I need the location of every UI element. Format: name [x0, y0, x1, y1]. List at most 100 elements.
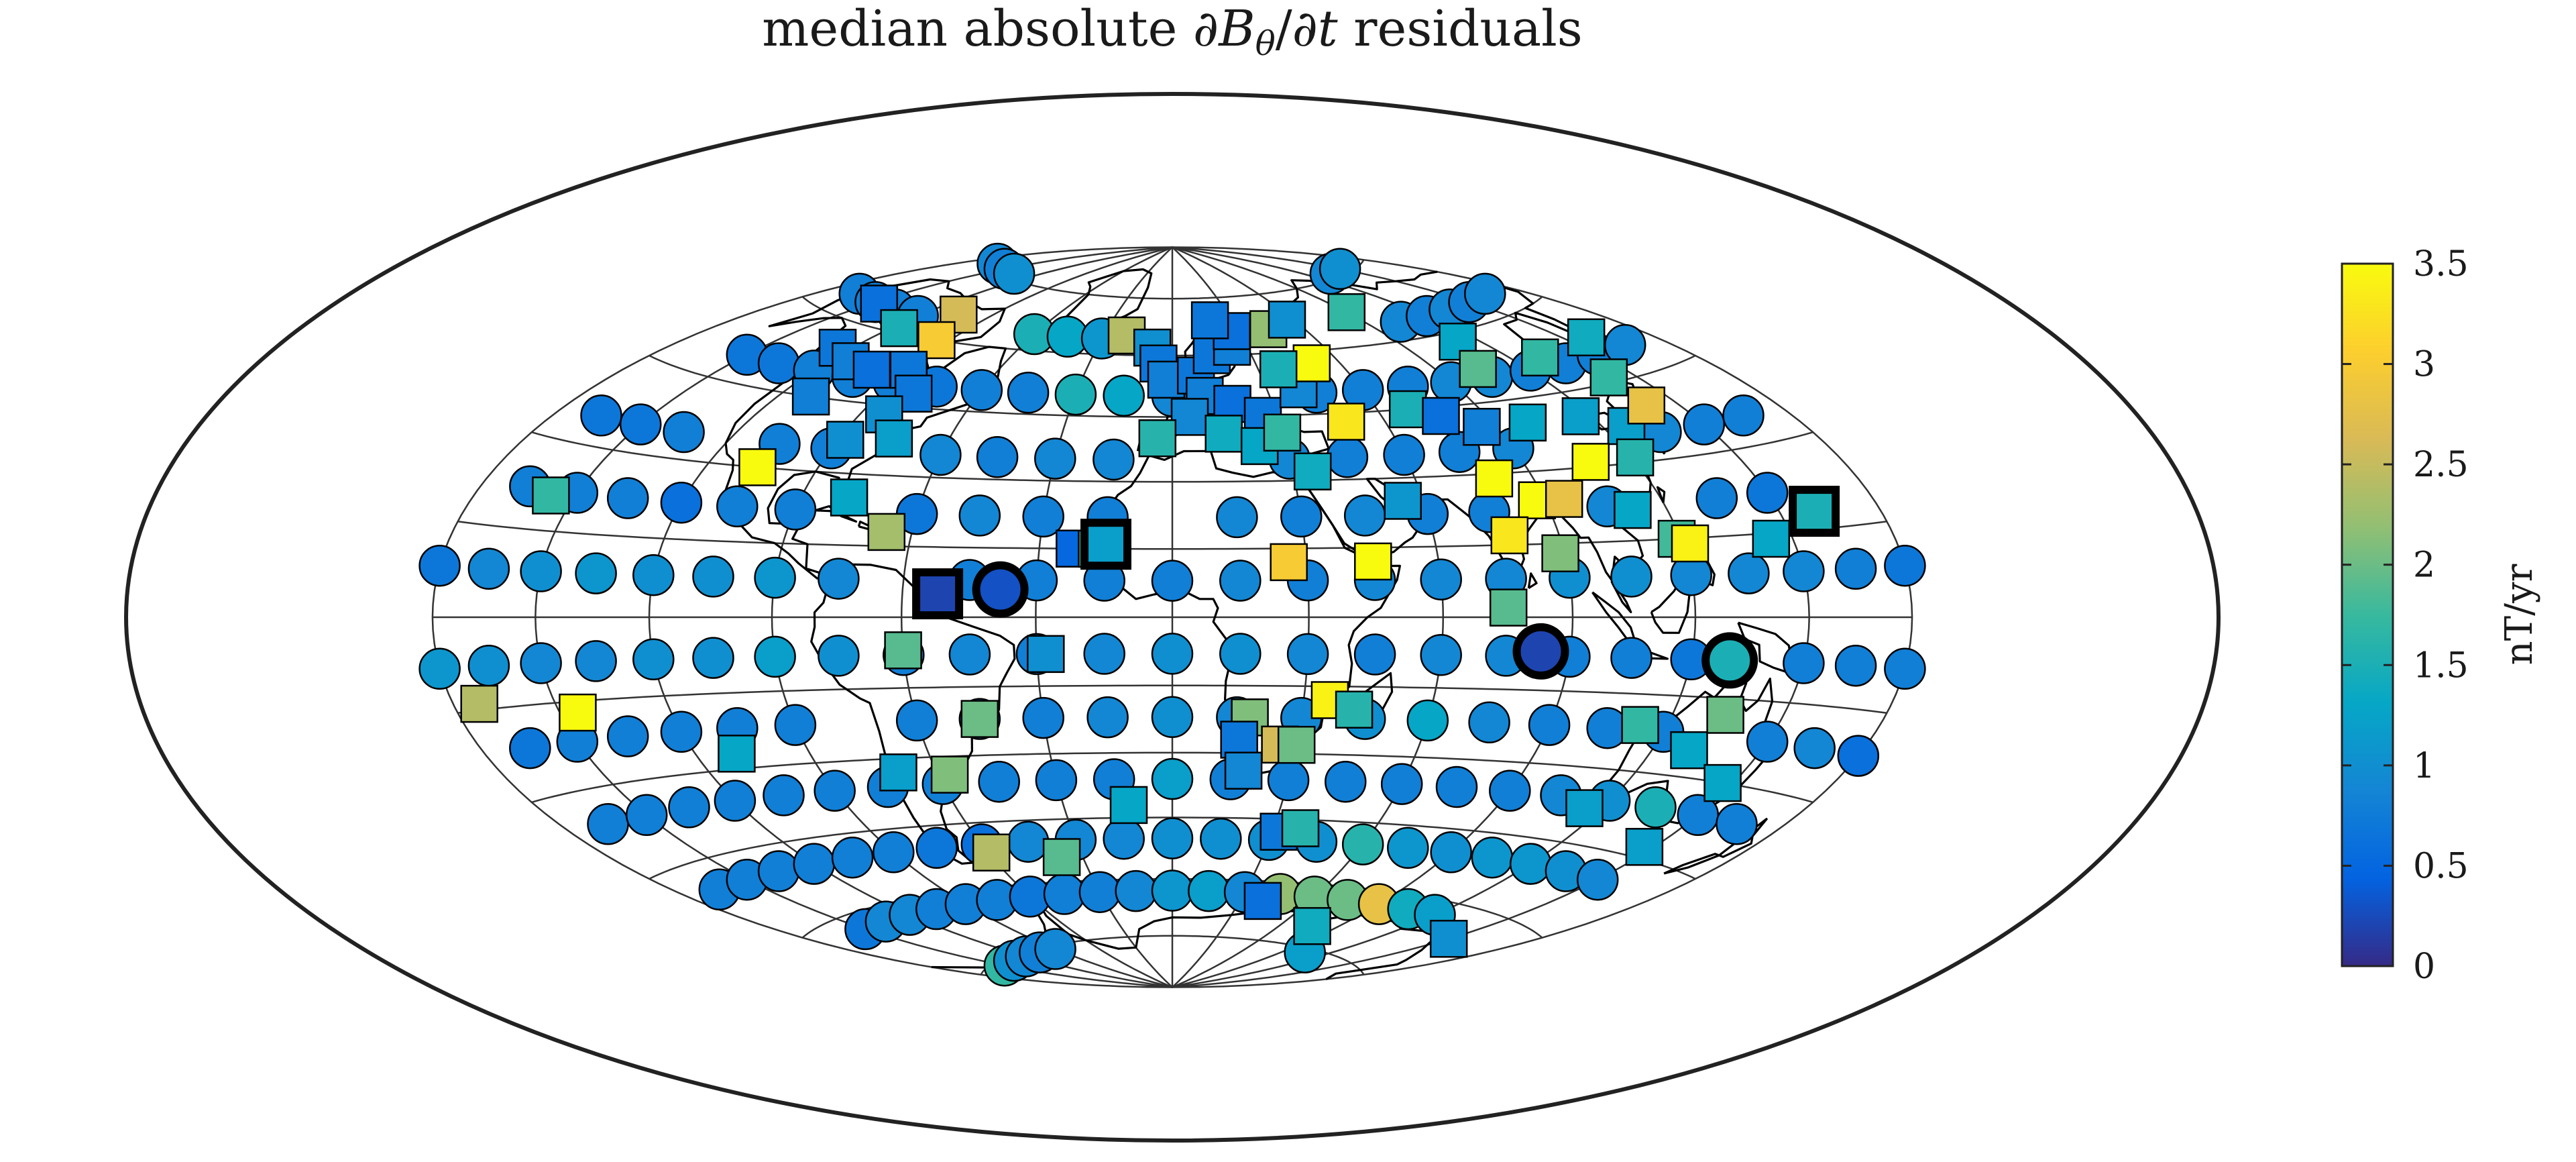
chart-title: median absolute ∂Bθ/∂t residuals	[762, 0, 1583, 63]
square-marker	[1621, 706, 1659, 744]
circle-marker	[1151, 633, 1194, 675]
circle-marker	[467, 547, 510, 590]
colorbar-tick-label: 1	[2413, 746, 2435, 786]
circle-marker	[754, 635, 796, 678]
square-marker	[1224, 751, 1263, 790]
circle-marker	[1509, 843, 1552, 885]
highlighted-square-marker	[1789, 486, 1840, 537]
square-marker	[1388, 390, 1427, 429]
highlighted-square-marker	[1080, 519, 1131, 570]
circle-marker	[818, 635, 860, 677]
circle-marker	[575, 640, 617, 682]
circle-marker	[692, 556, 734, 598]
circle-marker	[1528, 704, 1571, 746]
circle-marker	[520, 642, 562, 684]
square-marker	[1706, 696, 1744, 734]
circle-marker	[1406, 699, 1449, 742]
square-marker	[1489, 588, 1528, 627]
circle-marker	[606, 477, 649, 519]
circle-marker	[1219, 633, 1262, 675]
circle-marker	[1783, 550, 1825, 592]
circle-marker	[1078, 871, 1121, 913]
circle-marker	[1464, 272, 1506, 315]
highlighted-circle-marker	[1512, 623, 1569, 680]
circle-marker	[1103, 374, 1145, 417]
square-marker	[1281, 809, 1320, 847]
circle-marker	[1200, 817, 1242, 860]
coastline	[1737, 621, 1795, 676]
coastline	[1527, 572, 1538, 589]
square-marker	[1327, 403, 1365, 441]
square-marker	[1243, 882, 1282, 920]
square-marker	[1270, 543, 1308, 582]
coastline	[1650, 579, 1691, 634]
square-marker	[532, 476, 570, 515]
square-marker	[1335, 690, 1374, 729]
square-marker	[1205, 415, 1243, 453]
square-marker	[875, 419, 913, 458]
square-marker	[884, 631, 922, 670]
square-marker	[559, 693, 597, 732]
square-marker	[1752, 519, 1791, 558]
circle-marker	[1267, 759, 1310, 802]
square-marker	[1521, 338, 1559, 377]
circle-marker	[1034, 928, 1076, 970]
circle-marker	[831, 836, 874, 879]
square-marker	[1561, 397, 1600, 435]
circle-marker	[1722, 394, 1765, 437]
circle-marker	[632, 553, 675, 596]
square-marker	[972, 833, 1011, 872]
colorbar-tick-label: 2	[2413, 545, 2435, 586]
coastline	[1601, 676, 1774, 825]
square-marker	[1508, 403, 1547, 442]
circle-marker	[958, 494, 1001, 537]
square-marker	[1475, 459, 1514, 498]
circle-marker	[774, 704, 817, 746]
circle-marker	[895, 699, 938, 742]
circle-marker	[1576, 858, 1619, 901]
circle-marker	[1343, 494, 1386, 537]
square-marker	[1565, 789, 1604, 827]
circle-marker	[716, 485, 759, 528]
circle-marker	[1420, 558, 1462, 600]
square-marker	[1614, 490, 1652, 529]
circle-marker	[978, 760, 1020, 803]
circle-marker	[1683, 403, 1726, 445]
globe-outline	[124, 92, 2221, 1143]
circle-marker	[1022, 495, 1064, 538]
circle-marker	[587, 803, 629, 845]
square-marker	[1268, 301, 1306, 339]
circle-marker	[619, 403, 662, 445]
square-marker	[826, 421, 864, 459]
circle-marker	[948, 633, 991, 676]
square-marker	[791, 377, 830, 416]
markers	[418, 242, 1926, 987]
circle-marker	[1325, 760, 1367, 803]
circle-marker	[1093, 438, 1135, 481]
square-marker	[1292, 344, 1331, 382]
circle-marker	[1353, 633, 1396, 676]
square-marker	[1263, 413, 1302, 452]
circle-marker	[1219, 560, 1262, 602]
colorbar-tick-label: 2.5	[2413, 445, 2469, 485]
circle-marker	[793, 843, 836, 885]
circle-marker	[915, 827, 958, 869]
circle-marker	[1151, 869, 1194, 912]
colorbar-tick-label: 0	[2413, 947, 2435, 987]
map-area	[124, 92, 2221, 1143]
circle-marker	[1430, 831, 1472, 874]
square-marker	[1027, 635, 1065, 674]
circle-marker	[418, 544, 461, 587]
square-marker	[1671, 524, 1710, 563]
circle-marker	[660, 710, 703, 753]
highlighted-square-marker	[912, 568, 964, 620]
circle-marker	[668, 786, 710, 829]
circle-marker	[1716, 803, 1758, 845]
circle-marker	[818, 558, 860, 600]
square-marker	[1109, 786, 1148, 825]
square-marker	[718, 735, 756, 773]
circle-marker	[1151, 560, 1194, 602]
circle-marker	[606, 715, 649, 757]
